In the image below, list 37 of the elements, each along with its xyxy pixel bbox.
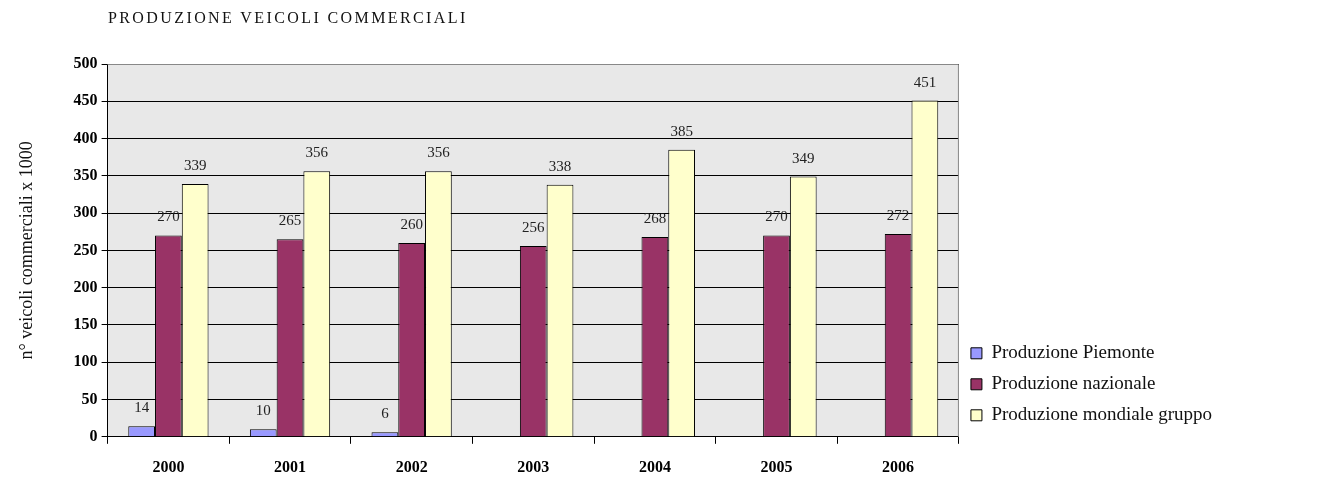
y-tick-label: 350 — [73, 165, 98, 183]
data-label: 451 — [913, 73, 937, 90]
y-tick-label: 0 — [89, 426, 98, 444]
data-label: 256 — [522, 218, 546, 235]
y-tick-label: 450 — [73, 91, 98, 109]
data-label: 14 — [134, 399, 150, 416]
data-label: 260 — [400, 215, 423, 232]
x-tick-label: 2006 — [882, 457, 915, 475]
legend-label: Produzione mondiale gruppo — [991, 403, 1213, 425]
data-label: 356 — [427, 144, 451, 161]
data-label: 356 — [305, 144, 329, 161]
x-tick-label: 2000 — [152, 457, 185, 475]
y-tick-label: 50 — [81, 389, 98, 407]
data-label: 268 — [643, 209, 667, 226]
data-label: 385 — [670, 122, 693, 139]
x-tick-label: 2005 — [760, 457, 793, 475]
data-label: 265 — [278, 212, 302, 229]
y-tick-label: 200 — [73, 277, 98, 295]
data-label: 349 — [792, 149, 815, 166]
data-label: 339 — [183, 157, 207, 174]
legend-label: Produzione nazionale — [991, 372, 1156, 394]
data-label: 338 — [548, 157, 572, 174]
data-label: 10 — [255, 402, 271, 419]
y-tick-label: 100 — [73, 352, 98, 370]
chart-title: PRODUZIONE VEICOLI COMMERCIALI — [108, 9, 468, 27]
y-tick-label: 400 — [73, 128, 98, 146]
x-tick-label: 2001 — [274, 457, 307, 475]
x-tick-label: 2003 — [517, 457, 550, 475]
y-tick-label: 150 — [73, 315, 98, 333]
y-tick-label: 500 — [73, 54, 98, 72]
x-tick-label: 2004 — [638, 457, 671, 475]
x-tick-label: 2002 — [395, 457, 428, 475]
y-axis-title: n° veicoli commerciali x 1000 — [15, 141, 36, 360]
data-label: 6 — [381, 405, 390, 422]
y-tick-label: 250 — [73, 240, 98, 258]
legend-label: Produzione Piemonte — [991, 341, 1155, 363]
y-tick-label: 300 — [73, 203, 98, 221]
